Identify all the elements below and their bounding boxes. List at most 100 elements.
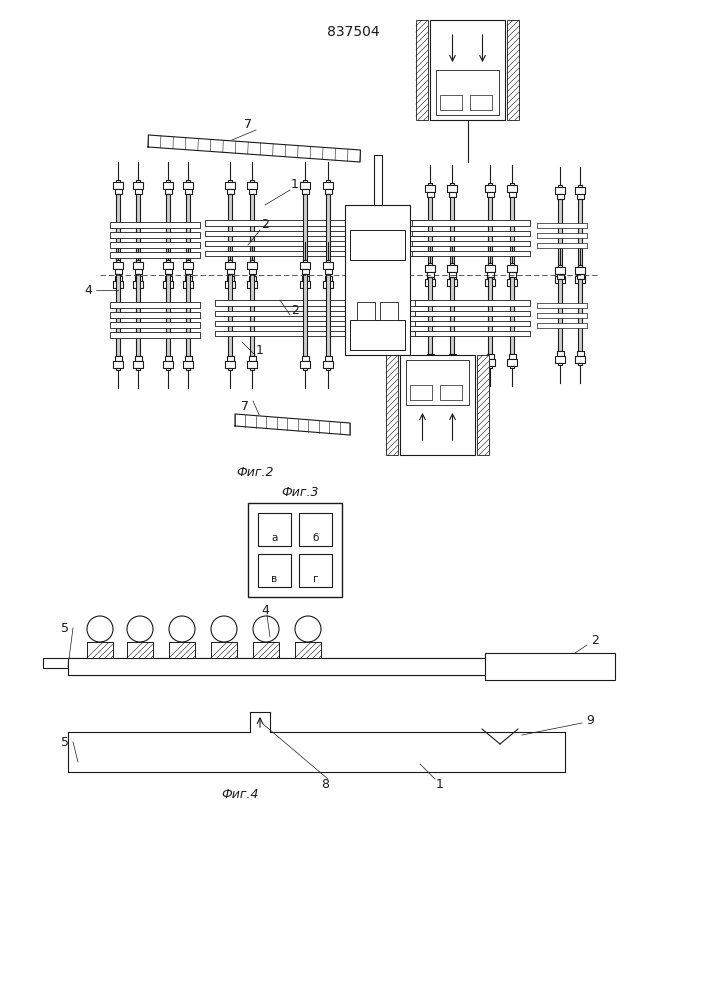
Text: г: г [312,574,318,584]
Bar [558,265,562,267]
Bar [205,231,425,235]
Bar [250,274,254,356]
Bar [575,276,585,283]
Bar [303,194,307,276]
Bar [133,262,143,269]
Bar [440,95,462,110]
Bar [426,192,433,196]
Bar [447,184,457,192]
Bar [555,187,565,194]
Bar [510,365,514,367]
Bar [426,273,433,278]
Bar [426,354,433,359]
Bar [416,20,428,120]
Bar [426,271,433,276]
Bar [215,310,435,316]
Bar [507,359,517,365]
Bar [323,281,333,288]
Bar [116,274,119,356]
Bar [326,194,329,276]
Text: 837504: 837504 [327,25,380,39]
Bar [425,359,435,365]
Bar [163,262,173,269]
Bar [205,240,425,245]
Bar [303,180,307,182]
Bar [248,269,255,274]
Bar [400,355,475,455]
Bar [576,274,583,279]
Bar [134,269,141,274]
Bar [357,302,375,320]
Bar [247,262,257,269]
Bar [326,368,330,370]
Bar [537,322,587,328]
Bar [477,355,489,455]
Bar [133,281,143,288]
Bar [247,182,257,189]
Bar [205,220,425,226]
Bar [185,356,192,361]
Bar [576,351,583,356]
Bar [578,279,582,351]
Bar [300,182,310,189]
Text: а: а [271,533,278,543]
Bar [448,192,455,196]
Bar [436,70,499,115]
Bar [415,300,530,306]
Bar [250,180,254,182]
Bar [510,196,514,273]
Bar [350,320,405,350]
Bar [226,189,233,194]
Bar [110,222,200,228]
Bar [485,264,495,271]
Bar [116,194,119,276]
Bar [115,189,122,194]
Bar [450,262,454,264]
Text: Фиг.4: Фиг.4 [221,788,259,800]
Bar [248,189,255,194]
Bar [412,220,530,226]
Bar [325,269,332,274]
Bar [183,182,193,189]
Bar [258,513,291,546]
Bar [133,182,143,189]
Bar [578,185,582,187]
Bar [410,385,432,400]
Bar [163,182,173,189]
Bar [247,361,257,368]
Bar [578,283,582,285]
Bar [486,192,493,196]
Text: 8: 8 [321,778,329,790]
Bar [425,264,435,271]
Bar [485,653,615,680]
Bar [113,281,123,288]
Bar [425,278,435,286]
Bar [68,658,505,675]
Bar [300,361,310,368]
Bar [406,360,469,405]
Text: Фиг.3: Фиг.3 [281,487,319,499]
Bar [470,95,492,110]
Bar [578,199,582,271]
Text: 1: 1 [256,344,264,357]
Bar [326,180,330,182]
Bar [301,189,308,194]
Bar [225,281,235,288]
Bar [345,205,410,355]
Bar [555,276,565,283]
Bar [169,642,195,658]
Bar [537,312,587,318]
Bar [247,281,257,288]
Bar [205,250,425,255]
Bar [373,155,382,205]
Bar [116,288,120,290]
Bar [447,359,457,365]
Bar [447,278,457,286]
Bar [510,276,514,354]
Bar [253,642,279,658]
Bar [555,356,565,363]
Text: 5: 5 [61,621,69,635]
Bar [183,361,193,368]
Bar [507,264,517,271]
Bar [300,281,310,288]
